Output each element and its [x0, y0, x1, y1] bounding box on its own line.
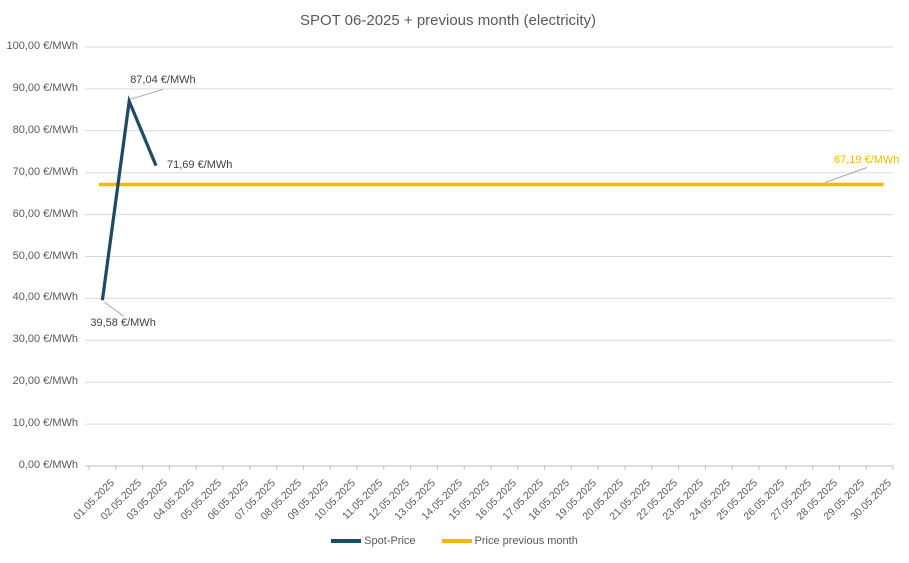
- y-axis-tick-label: 80,00 €/MWh: [12, 123, 78, 136]
- chart-title: SPOT 06-2025 + previous month (electrici…: [299, 12, 597, 29]
- legend: Spot-Price Price previous month: [0, 535, 909, 547]
- spot-price-line: [100, 95, 158, 301]
- legend-label-spot-price: Spot-Price: [364, 535, 416, 547]
- series-lines: [98, 95, 884, 301]
- legend-item-spot-price: Spot-Price: [331, 535, 416, 547]
- spot-price-line-swatch: [331, 539, 362, 543]
- leader-line: [130, 88, 164, 100]
- gridlines: [85, 46, 893, 425]
- y-axis-tick-label: 90,00 €/MWh: [12, 81, 78, 94]
- data-label-previous-month: 67,19 €/MWh: [834, 154, 900, 167]
- y-axis-tick-label: 20,00 €/MWh: [12, 375, 78, 388]
- y-axis-tick-label: 60,00 €/MWh: [12, 207, 78, 220]
- leader-line: [824, 167, 868, 183]
- leader-line: [104, 301, 124, 317]
- legend-label-previous-month: Price previous month: [474, 535, 578, 547]
- annotation-leader-lines: [104, 88, 868, 317]
- y-axis-tick-label: 0,00 €/MWh: [18, 459, 78, 471]
- x-axis-line-and-ticks: [85, 465, 894, 470]
- data-label-spot-day1: 39,58 €/MWh: [90, 317, 156, 330]
- y-axis-tick-label: 70,00 €/MWh: [12, 165, 78, 178]
- data-label-spot-day2: 87,04 €/MWh: [130, 74, 196, 87]
- previous-month-line-swatch: [441, 539, 472, 543]
- y-axis-tick-label: 40,00 €/MWh: [12, 291, 78, 304]
- y-axis-tick-label: 10,00 €/MWh: [12, 417, 78, 430]
- y-axis-tick-label: 100,00 €/MWh: [6, 40, 78, 52]
- y-axis-tick-label: 30,00 €/MWh: [12, 333, 78, 346]
- y-axis-tick-label: 50,00 €/MWh: [12, 249, 78, 262]
- data-label-spot-day3: 71,69 €/MWh: [167, 158, 233, 171]
- legend-item-previous-month: Price previous month: [441, 535, 578, 547]
